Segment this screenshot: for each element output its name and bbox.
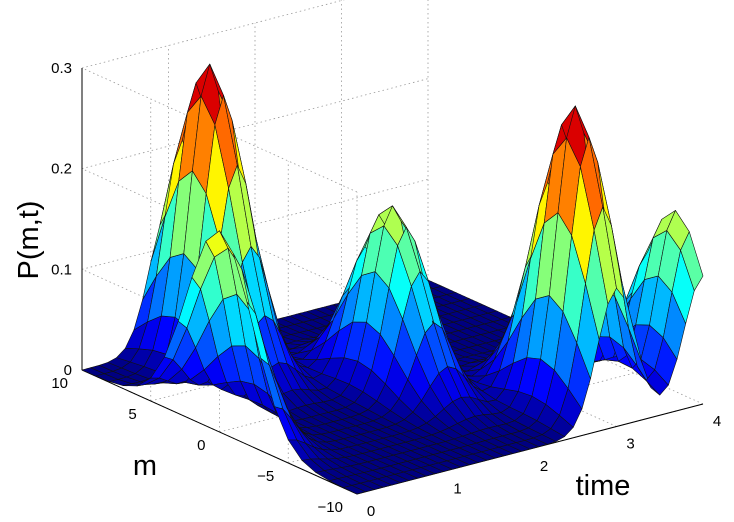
- y-tick-label: 5: [128, 406, 136, 423]
- x-tick-label: 3: [626, 436, 634, 453]
- grid-line: [81, 178, 429, 270]
- x-tick-label: 2: [540, 458, 548, 475]
- x-tick-label: 4: [713, 413, 721, 430]
- x-axis-label: time: [576, 470, 631, 502]
- grid-line: [81, 0, 346, 69]
- surface-cell: [680, 231, 704, 292]
- y-tick-label: −5: [257, 468, 274, 485]
- x-tick-label: 1: [453, 481, 461, 498]
- grid-line: [81, 67, 358, 193]
- z-tick-label: 0.2: [51, 161, 72, 178]
- surface-mesh: [81, 63, 704, 495]
- y-tick-label: −10: [318, 499, 343, 516]
- grid-line: [81, 78, 429, 170]
- z-tick-label: 0.1: [51, 261, 72, 278]
- y-axis-line: [81, 369, 358, 495]
- z-axis-label: P(m,t): [13, 201, 45, 280]
- y-tick-label: 0: [197, 437, 205, 454]
- grid-line: [81, 168, 358, 294]
- z-tick-label: 0.3: [51, 60, 72, 77]
- z-tick-label: 0: [64, 362, 72, 379]
- y-tick-label: 10: [51, 375, 68, 392]
- x-tick-label: 0: [367, 503, 375, 520]
- y-axis-label: m: [133, 450, 157, 482]
